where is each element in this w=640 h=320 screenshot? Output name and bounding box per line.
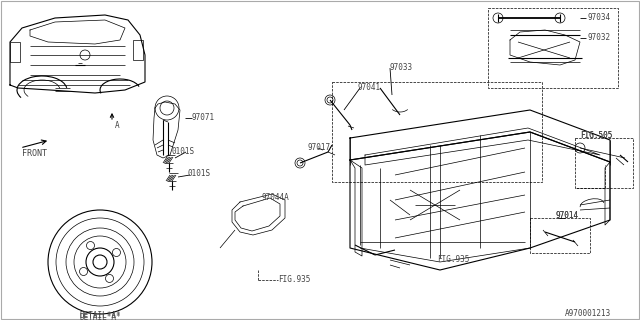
Text: 97034: 97034 — [588, 13, 611, 22]
Text: FIG.935: FIG.935 — [278, 276, 310, 284]
Text: FIG.505: FIG.505 — [580, 131, 612, 140]
Bar — [575, 138, 633, 188]
Text: 0101S: 0101S — [172, 148, 195, 156]
Bar — [133, 40, 143, 60]
Text: 97033: 97033 — [390, 63, 413, 73]
Text: A: A — [115, 121, 120, 130]
Bar — [530, 218, 590, 253]
Text: A970001213: A970001213 — [565, 308, 611, 317]
Text: FIG.505: FIG.505 — [580, 131, 612, 140]
Text: FIG.935: FIG.935 — [437, 255, 469, 265]
Bar — [488, 8, 618, 88]
Bar — [10, 42, 20, 62]
Text: DETAIL*A*: DETAIL*A* — [79, 314, 121, 320]
Bar — [332, 82, 542, 182]
Text: 0101S: 0101S — [188, 169, 211, 178]
Text: 97014: 97014 — [556, 211, 579, 220]
Text: 97071: 97071 — [192, 114, 215, 123]
Text: FRONT: FRONT — [22, 148, 47, 157]
Text: DETAIL*A*: DETAIL*A* — [79, 311, 121, 320]
Text: 97017: 97017 — [308, 143, 331, 153]
Text: 97014: 97014 — [556, 211, 579, 220]
Text: 97041: 97041 — [358, 84, 381, 92]
Text: 97032: 97032 — [588, 34, 611, 43]
Text: 97044A: 97044A — [262, 194, 290, 203]
